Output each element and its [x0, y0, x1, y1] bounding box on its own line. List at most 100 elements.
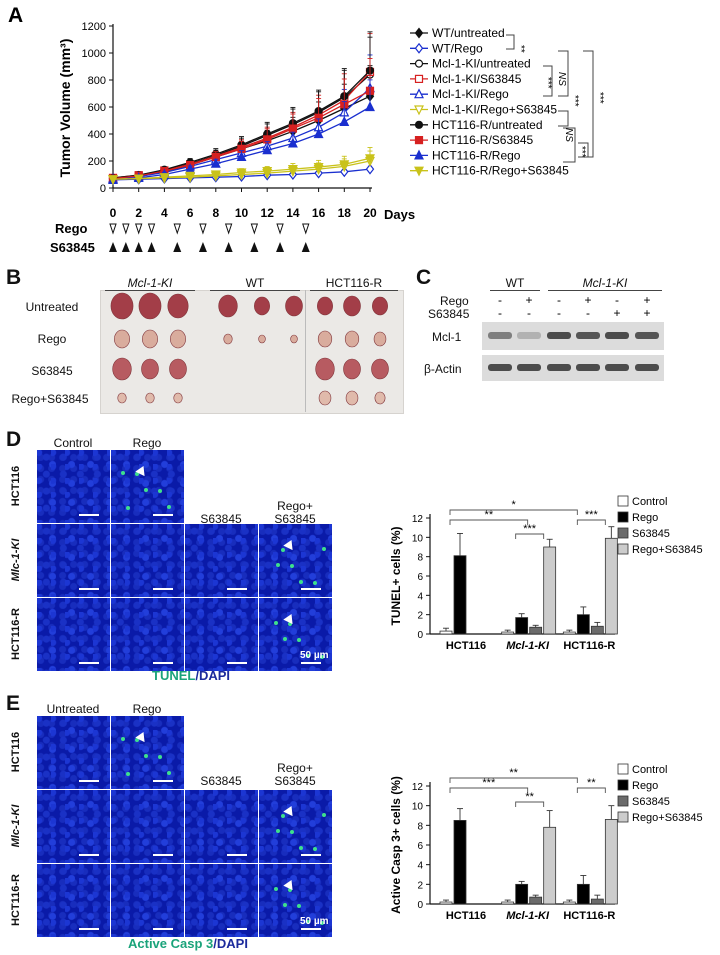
scale-bar: [79, 854, 99, 856]
d-micrograph: [259, 598, 332, 671]
scale-bar: [153, 928, 173, 930]
bar: [543, 826, 557, 905]
sig-3: NS: [556, 72, 567, 86]
panel-c: C WT Mcl-1-KI Rego S63845 Mcl-1 β-Actin …: [412, 262, 720, 392]
western-blot: --+---+--+++: [482, 293, 664, 381]
actin-band: [635, 364, 659, 371]
positive-cell: [167, 505, 171, 509]
rego-dose-marker: [199, 223, 207, 235]
tumor: [373, 331, 387, 347]
series-line: [112, 74, 371, 180]
legend-swatch: [617, 779, 629, 791]
data-point: [210, 157, 221, 168]
positive-cell: [320, 655, 324, 659]
scale-bar: [153, 588, 173, 590]
e-micrograph: [259, 864, 332, 937]
actin-band: [605, 364, 629, 371]
tumor: [344, 330, 360, 348]
y-tick-label: 4: [417, 861, 423, 872]
d-scale-label: 50 µm: [300, 650, 329, 661]
legend-swatch: [617, 527, 629, 539]
sig-5: ***: [594, 92, 605, 104]
d-col-control: Control: [53, 436, 93, 450]
series-line: [112, 71, 371, 179]
significance-mark: ***: [585, 509, 599, 521]
panel-d-letter: D: [6, 428, 22, 451]
scale-bar: [227, 662, 247, 664]
positive-cell: [283, 637, 287, 641]
legend-entry: HCT116-R/untreated: [432, 118, 543, 132]
bar: [562, 901, 576, 905]
legend-entry: Control: [632, 496, 667, 508]
d-stain-tunel: TUNEL: [152, 668, 196, 683]
category-label: Mcl-1-KI: [506, 640, 550, 652]
positive-cell: [121, 471, 125, 475]
blot-strip-actin: [482, 355, 664, 381]
legend-swatch: [617, 763, 629, 775]
significance-mark: ***: [482, 777, 496, 789]
y-tick-label: 4: [417, 591, 423, 602]
panel-c-letter: C: [416, 266, 432, 289]
significance-mark: *: [512, 499, 517, 511]
legend-entry: WT/Rego: [432, 41, 483, 55]
data-point: [365, 154, 375, 165]
x-tick-label: 20: [363, 206, 377, 220]
positive-cell: [299, 580, 303, 584]
tumor-volume-chart: 0 200 400 600 800 1000 1200 0 2 4 6 8 10 12 14 16 18 20: [82, 21, 377, 220]
nuclei-texture: [185, 864, 258, 937]
nuclei-texture: [259, 598, 332, 671]
rego-dose-marker: [224, 223, 233, 235]
scale-bar: [301, 662, 321, 664]
positive-cell: [313, 581, 317, 585]
nuclei-texture: [111, 716, 184, 789]
bar: [515, 617, 529, 635]
s63845-dose-marker: [250, 242, 259, 252]
tumor: [372, 296, 388, 316]
positive-cell: [281, 548, 285, 552]
e-stain-dapi: /DAPI: [213, 936, 248, 951]
category-label: HCT116: [446, 640, 486, 652]
s63845-sign: -: [527, 306, 531, 320]
legend-entry: HCT116-R/S63845: [432, 133, 533, 147]
nuclei-texture: [37, 790, 110, 863]
d-col-combo-line1: Rego+: [277, 499, 313, 513]
positive-cell: [306, 920, 310, 924]
tumor: [315, 357, 335, 381]
y-tick-label: 0: [100, 183, 106, 195]
series-9: [108, 147, 375, 186]
legend-entry: Rego: [632, 512, 658, 524]
y-tick-label: 6: [417, 572, 423, 583]
mcl1-band: [576, 332, 600, 339]
scale-bar: [79, 780, 99, 782]
scale-bar: [301, 928, 321, 930]
mcl1-band: [547, 332, 571, 339]
bar: [543, 546, 557, 635]
legend-marker: [414, 59, 424, 68]
e-col-combo-line1: Rego+: [277, 761, 313, 775]
data-point: [313, 128, 324, 139]
positive-cell: [322, 547, 326, 551]
e-micrograph: [111, 790, 184, 863]
data-point: [365, 101, 375, 112]
e-col-untreated: Untreated: [46, 702, 100, 716]
legend-entry: HCT116-R/Rego: [432, 148, 521, 162]
legend-swatch: [617, 543, 629, 555]
photo-row-rego: Rego: [37, 332, 67, 346]
positive-cell: [274, 887, 278, 891]
x-tick-label: 16: [312, 206, 326, 220]
legend-entry: S63845: [632, 796, 670, 808]
sig-7: ***: [576, 146, 587, 158]
y-tick-label: 0: [417, 630, 423, 641]
y-tick-label: 400: [88, 129, 106, 141]
tumor: [374, 391, 386, 405]
mcl1-band: [488, 332, 512, 339]
blot-band-label-mcl1: Mcl-1: [432, 330, 462, 344]
tumor: [141, 358, 159, 380]
d-col-combo: Rego+ S63845: [259, 500, 331, 526]
nuclei-texture: [111, 524, 184, 597]
significance-brackets: [506, 34, 594, 163]
e-micrograph: [111, 716, 184, 789]
data-point: [287, 137, 298, 148]
scale-bar: [301, 588, 321, 590]
d-row-label: HCT116-R: [10, 608, 22, 660]
